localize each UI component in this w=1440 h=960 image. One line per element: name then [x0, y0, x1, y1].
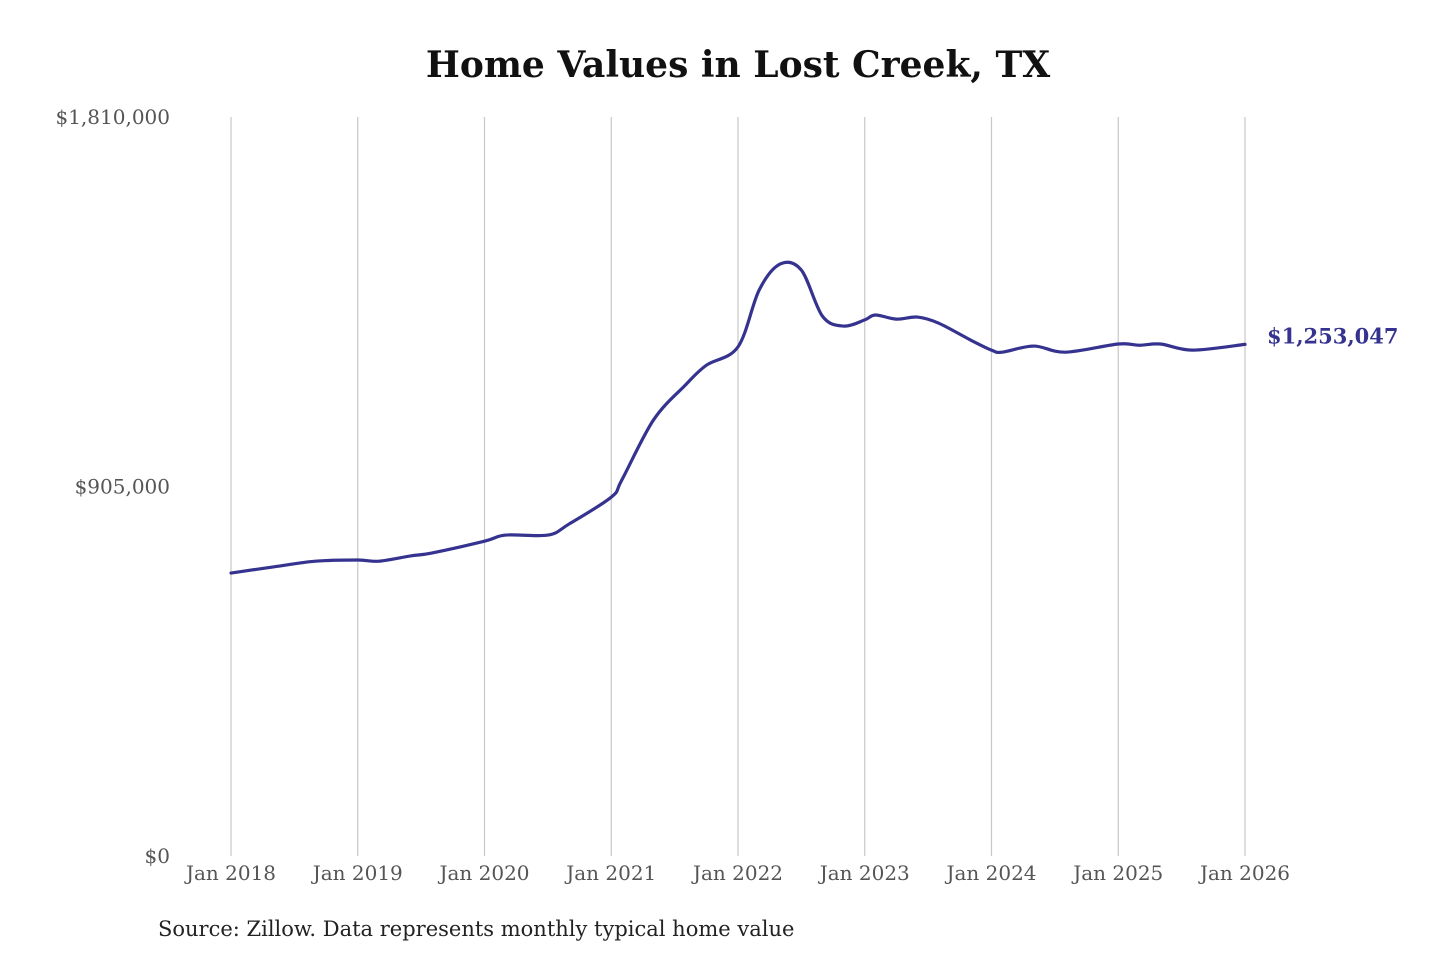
x-tick-label: Jan 2022 [691, 861, 783, 885]
source-note: Source: Zillow. Data represents monthly … [158, 917, 795, 941]
x-tick-label: Jan 2020 [437, 861, 529, 885]
x-tick-label: Jan 2025 [1071, 861, 1163, 885]
x-tick-label: Jan 2018 [184, 861, 276, 885]
x-tick-label: Jan 2026 [1198, 861, 1290, 885]
y-tick-label: $1,810,000 [55, 105, 170, 129]
y-tick-label: $0 [145, 844, 170, 868]
chart-title: Home Values in Lost Creek, TX [425, 44, 1051, 86]
y-tick-label: $905,000 [75, 475, 170, 499]
x-tick-label: Jan 2019 [311, 861, 403, 885]
series-line [229, 260, 1247, 575]
x-tick-label: Jan 2023 [818, 861, 910, 885]
x-tick-label: Jan 2021 [564, 861, 656, 885]
end-value-label: $1,253,047 [1267, 323, 1399, 348]
x-tick-label: Jan 2024 [944, 861, 1036, 885]
